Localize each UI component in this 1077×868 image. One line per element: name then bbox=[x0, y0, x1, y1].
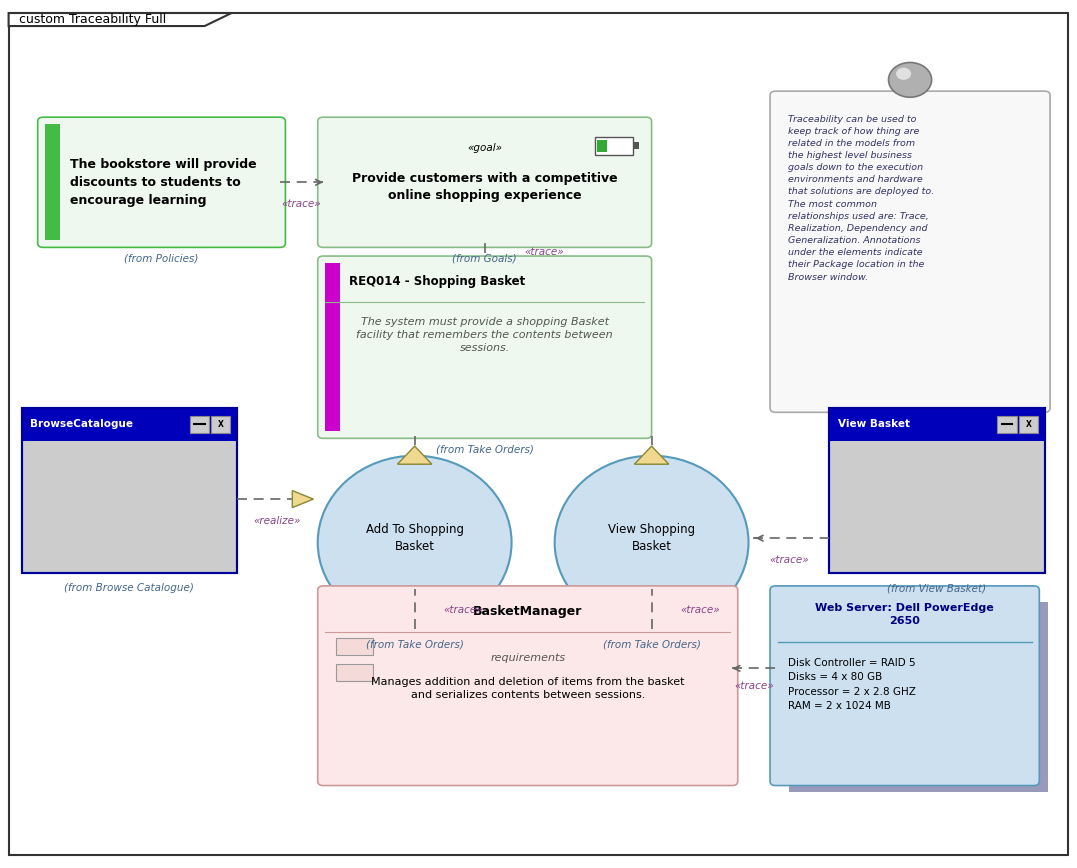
FancyBboxPatch shape bbox=[318, 586, 738, 786]
FancyBboxPatch shape bbox=[770, 91, 1050, 412]
FancyBboxPatch shape bbox=[318, 117, 652, 247]
Text: (from View Basket): (from View Basket) bbox=[887, 583, 987, 594]
Text: (from Take Orders): (from Take Orders) bbox=[603, 640, 700, 650]
Text: (from Policies): (from Policies) bbox=[124, 253, 199, 264]
Polygon shape bbox=[634, 446, 669, 464]
Text: X: X bbox=[1025, 420, 1032, 429]
Text: The bookstore will provide
discounts to students to
encourage learning: The bookstore will provide discounts to … bbox=[70, 158, 256, 207]
Ellipse shape bbox=[318, 456, 512, 629]
Bar bbox=[829, 408, 1045, 441]
Bar bbox=[45, 124, 60, 240]
Bar bbox=[633, 142, 639, 149]
Text: Manages addition and deletion of items from the basket
and serializes contents b: Manages addition and deletion of items f… bbox=[370, 677, 685, 700]
Bar bbox=[595, 137, 633, 155]
Bar bbox=[336, 664, 373, 681]
Text: (from Take Orders): (from Take Orders) bbox=[436, 444, 533, 455]
Text: Add To Shopping
Basket: Add To Shopping Basket bbox=[366, 523, 463, 553]
FancyBboxPatch shape bbox=[770, 586, 1039, 786]
Bar bbox=[190, 416, 209, 433]
Text: custom Traceability Full: custom Traceability Full bbox=[19, 14, 167, 26]
Text: «trace»: «trace» bbox=[769, 555, 809, 565]
Text: «trace»: «trace» bbox=[735, 681, 773, 691]
Text: Disk Controller = RAID 5
Disks = 4 x 80 GB
Processor = 2 x 2.8 GHZ
RAM = 2 x 102: Disk Controller = RAID 5 Disks = 4 x 80 … bbox=[788, 658, 917, 711]
Polygon shape bbox=[397, 446, 432, 464]
Text: The system must provide a shopping Basket
facility that remembers the contents b: The system must provide a shopping Baske… bbox=[356, 317, 613, 353]
Text: «realize»: «realize» bbox=[254, 516, 300, 526]
Text: «goal»: «goal» bbox=[467, 143, 502, 154]
Polygon shape bbox=[9, 13, 232, 26]
Text: Provide customers with a competitive
online shopping experience: Provide customers with a competitive onl… bbox=[352, 172, 617, 201]
Bar bbox=[22, 408, 237, 441]
Text: (from Goals): (from Goals) bbox=[452, 253, 517, 264]
Text: requirements: requirements bbox=[490, 653, 565, 663]
Text: Traceability can be used to
keep track of how thing are
related in the models fr: Traceability can be used to keep track o… bbox=[788, 115, 935, 281]
Text: «trace»: «trace» bbox=[282, 199, 321, 209]
Text: (from Browse Catalogue): (from Browse Catalogue) bbox=[65, 583, 194, 594]
FancyBboxPatch shape bbox=[318, 256, 652, 438]
Bar bbox=[211, 416, 230, 433]
Bar bbox=[997, 416, 1017, 433]
Bar bbox=[336, 638, 373, 655]
Polygon shape bbox=[292, 490, 313, 508]
Text: Web Server: Dell PowerEdge
2650: Web Server: Dell PowerEdge 2650 bbox=[815, 603, 994, 626]
Bar bbox=[325, 263, 340, 431]
Text: BrowseCatalogue: BrowseCatalogue bbox=[30, 419, 134, 430]
Circle shape bbox=[896, 68, 911, 80]
Text: «trace»: «trace» bbox=[681, 605, 719, 615]
Bar bbox=[829, 408, 1045, 573]
Text: View Shopping
Basket: View Shopping Basket bbox=[609, 523, 695, 553]
Bar bbox=[1019, 416, 1038, 433]
Text: BasketManager: BasketManager bbox=[473, 605, 583, 617]
Bar bbox=[22, 408, 237, 573]
Text: (from Take Orders): (from Take Orders) bbox=[366, 640, 463, 650]
FancyBboxPatch shape bbox=[38, 117, 285, 247]
Text: REQ014 - Shopping Basket: REQ014 - Shopping Basket bbox=[349, 275, 526, 287]
Text: «trace»: «trace» bbox=[444, 605, 482, 615]
Bar bbox=[22, 408, 237, 573]
Text: X: X bbox=[218, 420, 224, 429]
Circle shape bbox=[889, 62, 932, 97]
Text: «trace»: «trace» bbox=[524, 247, 563, 257]
Bar bbox=[597, 140, 607, 152]
Text: View Basket: View Basket bbox=[838, 419, 910, 430]
Ellipse shape bbox=[555, 456, 749, 629]
Bar bbox=[789, 602, 1048, 792]
Bar bbox=[829, 408, 1045, 573]
